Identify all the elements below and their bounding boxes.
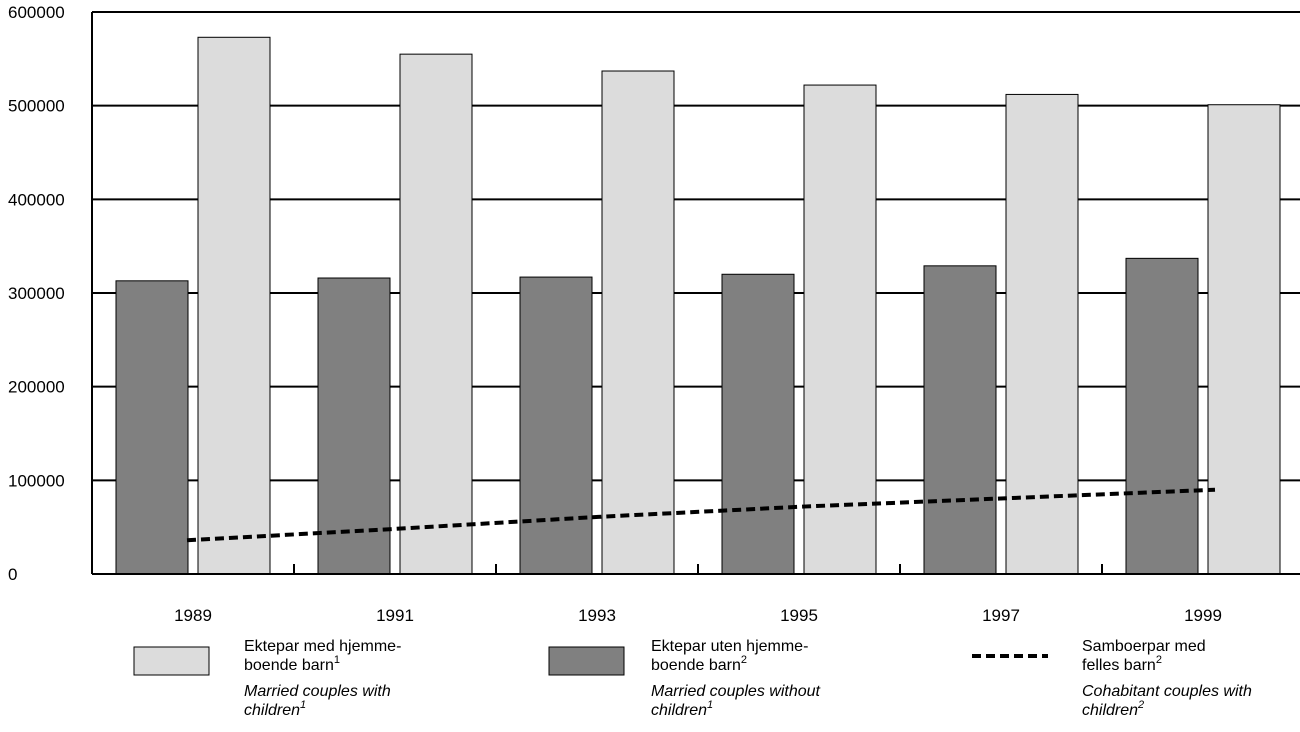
legend-text-part: children	[651, 702, 707, 719]
y-tick-label: 0	[8, 565, 17, 584]
legend-text-line: children2	[1082, 699, 1144, 719]
legend-text-part: boende barn	[651, 657, 741, 674]
legend-text-line: felles barn2	[1082, 654, 1162, 674]
legend-text-part: Ektepar med hjemme-	[244, 638, 401, 655]
bar-married-without-children	[923, 265, 997, 575]
y-tick-label: 100000	[8, 471, 65, 490]
legend-text-part: boende barn	[244, 657, 334, 674]
legend-text-part: Married couples with	[244, 683, 391, 700]
legend-text-line: Married couples with	[244, 683, 391, 700]
bar-married-without-children	[721, 273, 795, 575]
x-tick-label: 1995	[780, 606, 818, 625]
legend-superscript: 2	[741, 654, 747, 666]
x-tick-label: 1997	[982, 606, 1020, 625]
x-tick-label: 1989	[174, 606, 212, 625]
legend-text-line: Ektepar uten hjemme-	[651, 638, 808, 655]
bar-married-with-children	[1207, 104, 1281, 575]
bar-married-with-children	[803, 84, 877, 575]
y-tick-label: 500000	[8, 97, 65, 116]
bar-married-without-children	[115, 280, 189, 575]
legend-text-line: children1	[244, 699, 306, 719]
legend-text-part: Samboerpar med	[1082, 638, 1206, 655]
y-tick-label: 400000	[8, 190, 65, 209]
legend-swatch-dark	[548, 646, 625, 676]
x-tick-label: 1999	[1184, 606, 1222, 625]
legend-swatch-light	[133, 646, 210, 676]
legend-text-line: boende barn1	[244, 654, 340, 674]
bar-married-without-children	[519, 276, 593, 575]
bar-married-with-children	[601, 70, 675, 575]
legend-text-line: Married couples without	[651, 683, 821, 700]
line-cohabitant-with-children	[186, 487, 1216, 543]
legend-text-part: felles barn	[1082, 657, 1156, 674]
legend-text-line: Ektepar med hjemme-	[244, 638, 401, 655]
legend-superscript: 2	[1137, 699, 1144, 711]
bar-married-without-children	[1125, 257, 1199, 575]
legend-text-line: children1	[651, 699, 713, 719]
legend-superscript: 1	[300, 699, 306, 711]
legend-text-part: Cohabitant couples with	[1082, 683, 1252, 700]
y-tick-label: 600000	[8, 3, 65, 22]
legend-text-line: Samboerpar med	[1082, 638, 1206, 655]
legend-superscript: 1	[334, 654, 340, 666]
x-tick-label: 1993	[578, 606, 616, 625]
bar-married-with-children	[1005, 93, 1079, 575]
legend-text-part: Married couples without	[651, 683, 821, 700]
legend-text-line: boende barn2	[651, 654, 747, 674]
bar-married-without-children	[317, 277, 391, 575]
y-tick-label: 300000	[8, 284, 65, 303]
bar-married-with-children	[197, 36, 271, 575]
legend-text-part: children	[244, 702, 300, 719]
legend-superscript: 2	[1156, 654, 1162, 666]
legend-superscript: 1	[707, 699, 713, 711]
x-tick-label: 1991	[376, 606, 414, 625]
legend-text-part: children	[1082, 702, 1138, 719]
legend-text-part: Ektepar uten hjemme-	[651, 638, 808, 655]
bar-married-with-children	[399, 53, 473, 575]
y-tick-label: 200000	[8, 378, 65, 397]
legend-text-line: Cohabitant couples with	[1082, 683, 1252, 700]
